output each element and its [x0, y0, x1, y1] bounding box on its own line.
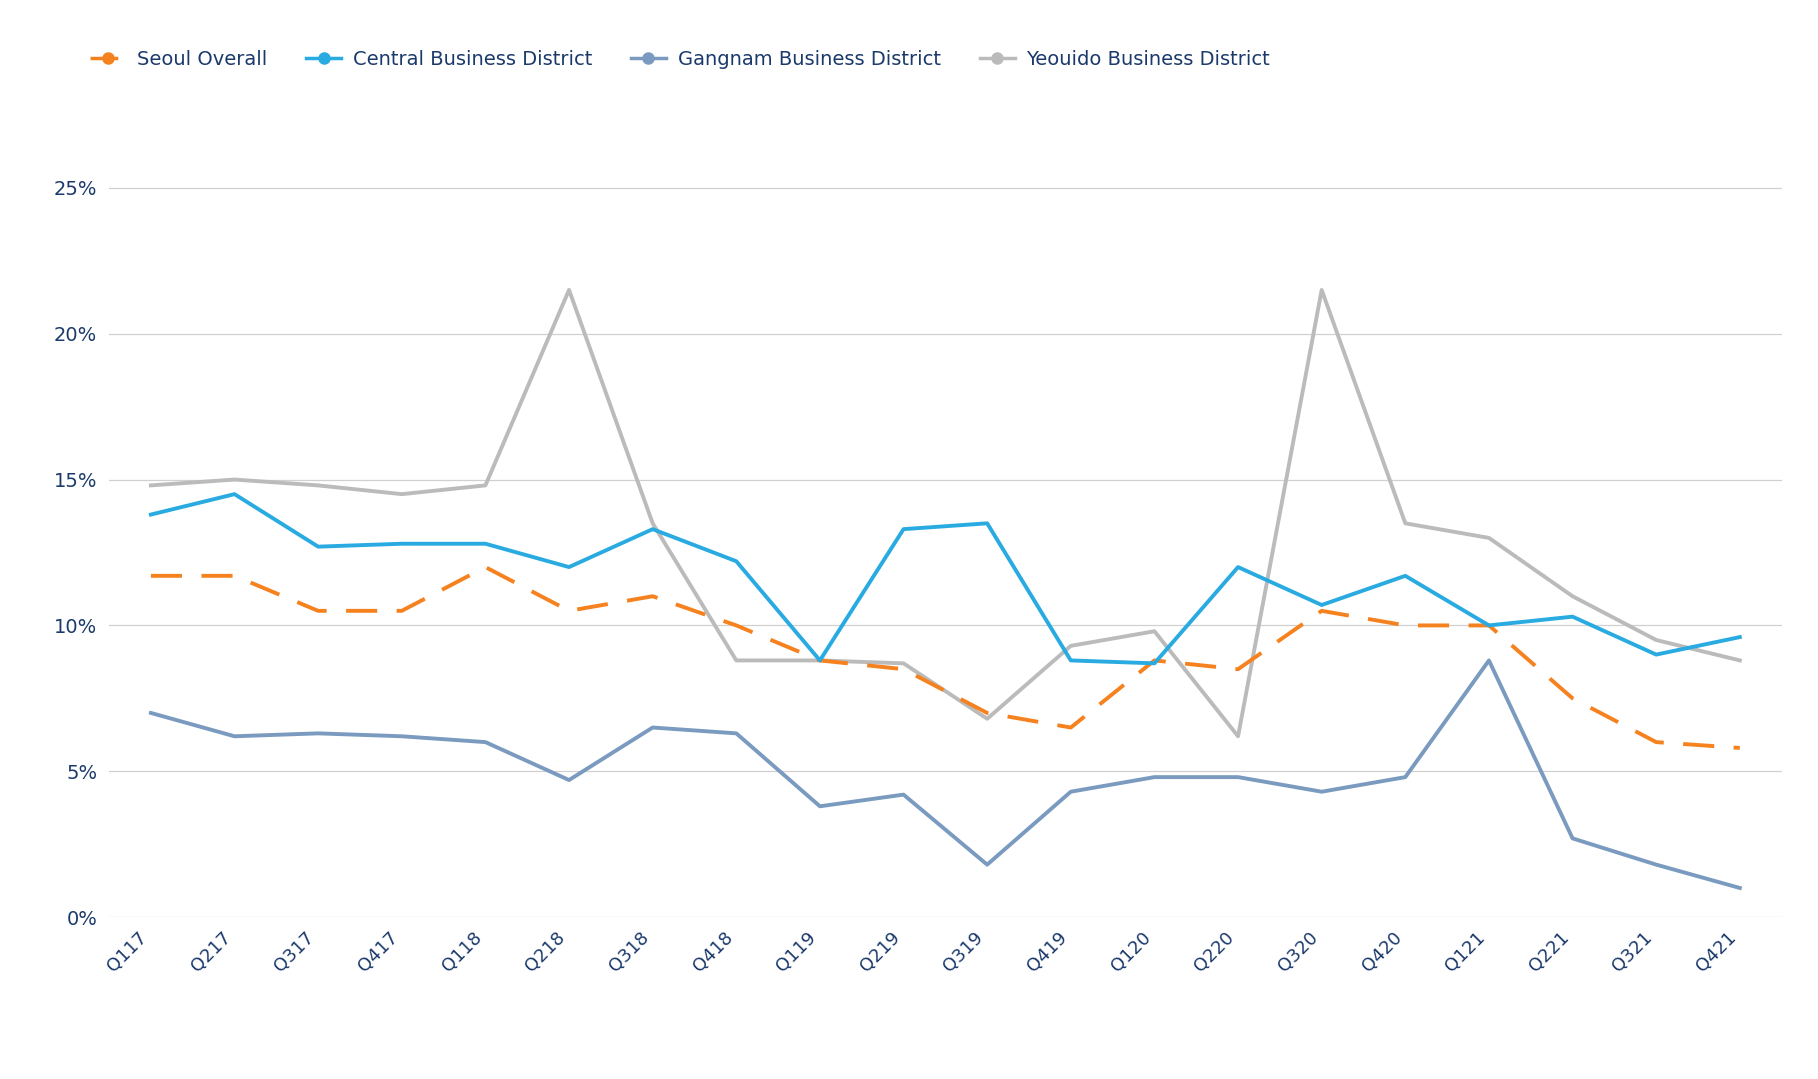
Legend: Seoul Overall, Central Business District, Gangnam Business District, Yeouido Bus: Seoul Overall, Central Business District… — [82, 42, 1278, 77]
